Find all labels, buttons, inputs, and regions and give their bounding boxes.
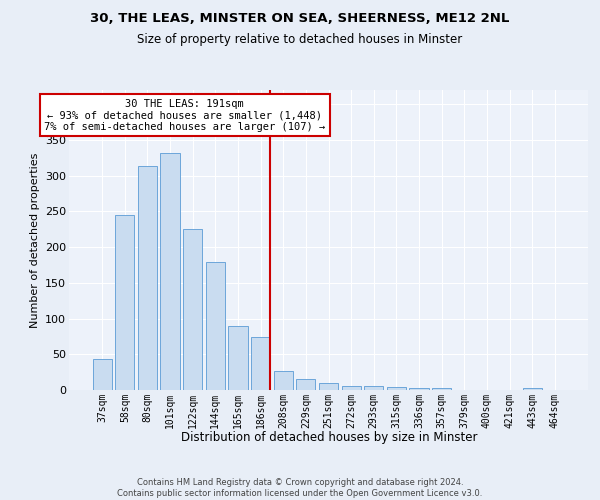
Bar [160,153,180,390]
Bar [274,370,293,390]
Bar [387,387,406,390]
Bar [523,388,542,390]
Bar [92,360,112,390]
Bar [229,326,248,390]
Bar [251,337,270,390]
Bar [364,386,383,390]
Text: Size of property relative to detached houses in Minster: Size of property relative to detached ho… [137,32,463,46]
Text: 30 THE LEAS: 191sqm
← 93% of detached houses are smaller (1,448)
7% of semi-deta: 30 THE LEAS: 191sqm ← 93% of detached ho… [44,98,325,132]
Y-axis label: Number of detached properties: Number of detached properties [29,152,40,328]
Text: Distribution of detached houses by size in Minster: Distribution of detached houses by size … [181,431,477,444]
Bar [115,215,134,390]
Bar [319,383,338,390]
Text: Contains HM Land Registry data © Crown copyright and database right 2024.
Contai: Contains HM Land Registry data © Crown c… [118,478,482,498]
Bar [183,230,202,390]
Bar [341,386,361,390]
Bar [296,378,316,390]
Bar [409,388,428,390]
Bar [206,262,225,390]
Text: 30, THE LEAS, MINSTER ON SEA, SHEERNESS, ME12 2NL: 30, THE LEAS, MINSTER ON SEA, SHEERNESS,… [91,12,509,26]
Bar [138,166,157,390]
Bar [432,388,451,390]
